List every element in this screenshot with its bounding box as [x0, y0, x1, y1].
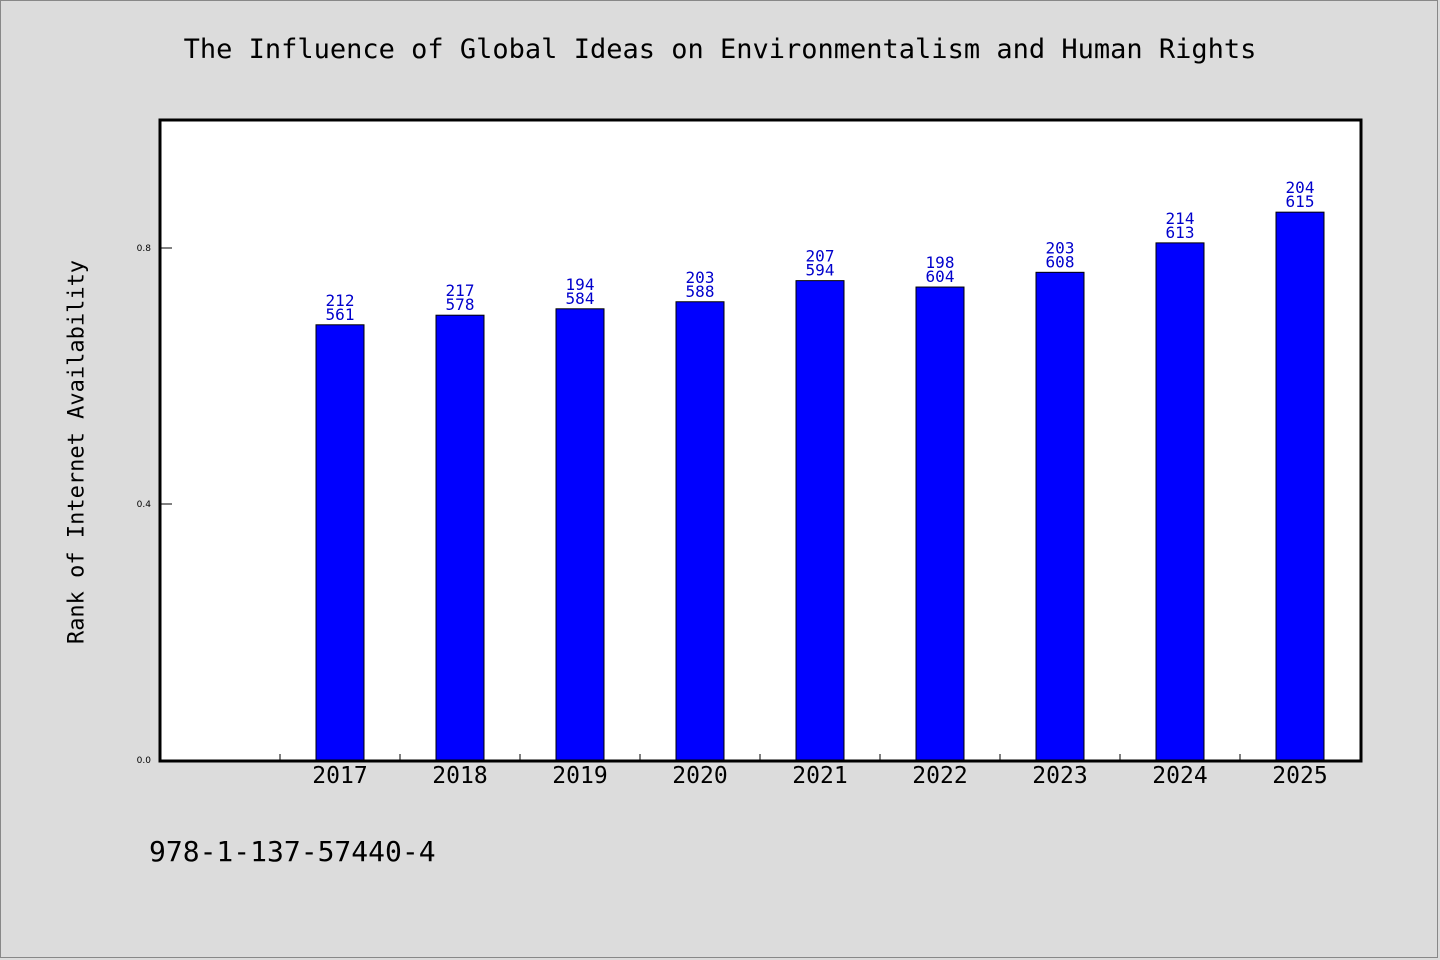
data-label-top: 194 — [566, 275, 595, 294]
bar-2021 — [795, 280, 845, 761]
x-tick-label: 2025 — [1272, 763, 1327, 789]
plot-border — [158, 118, 1363, 763]
data-label-bottom: 594 — [806, 261, 835, 280]
data-label-bottom: 588 — [686, 282, 715, 301]
data-label-bottom: 584 — [566, 289, 595, 308]
chart-title: The Influence of Global Ideas on Environ… — [183, 34, 1257, 65]
x-tick-label: 2019 — [552, 763, 607, 789]
x-tick-label: 2024 — [1152, 763, 1207, 789]
data-label-bottom: 608 — [1046, 252, 1075, 271]
bar-2025 — [1275, 211, 1325, 761]
x-tick-label: 2023 — [1032, 763, 1087, 789]
footer-isbn: 978-1-137-57440-4 — [149, 835, 436, 868]
data-label-bottom: 561 — [326, 305, 355, 324]
x-tick-label: 2022 — [912, 763, 967, 789]
data-label-top: 212 — [326, 291, 355, 310]
y-tick-label: 0.8 — [137, 244, 152, 254]
bar-2022 — [915, 286, 965, 761]
data-label-top: 207 — [806, 247, 835, 266]
y-tick-label: 0.0 — [137, 756, 152, 766]
bar-2018 — [435, 314, 485, 761]
data-label-bottom: 615 — [1286, 192, 1315, 211]
data-label-top: 198 — [926, 253, 955, 272]
data-label-bottom: 613 — [1166, 223, 1195, 242]
x-tick-label: 2021 — [792, 763, 847, 789]
data-label-bottom: 578 — [446, 295, 475, 314]
data-label-top: 214 — [1166, 209, 1195, 228]
bar-2019 — [555, 308, 605, 761]
bar-2023 — [1035, 271, 1085, 761]
bar-2024 — [1155, 242, 1205, 761]
bar-2017 — [315, 324, 365, 761]
y-tick-label: 0.4 — [137, 500, 152, 510]
x-tick-label: 2017 — [312, 763, 367, 789]
data-label-bottom: 604 — [926, 267, 955, 286]
bar-2020 — [675, 301, 725, 761]
x-tick-label: 2020 — [672, 763, 727, 789]
data-label-top: 203 — [686, 268, 715, 287]
data-label-top: 217 — [446, 281, 475, 300]
data-label-top: 203 — [1046, 238, 1075, 257]
x-tick-label: 2018 — [432, 763, 487, 789]
data-label-top: 204 — [1286, 178, 1315, 197]
